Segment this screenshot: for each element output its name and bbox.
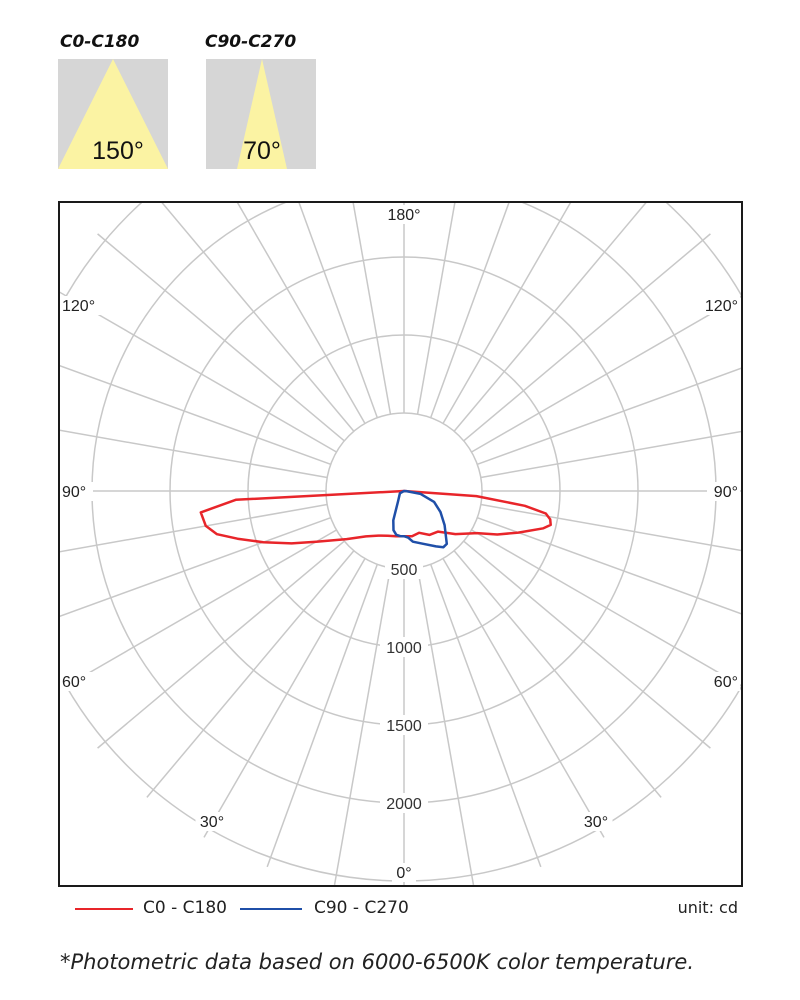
beam-cone-c90 [237, 59, 287, 169]
plot-frame [58, 201, 743, 887]
grid-spoke [160, 202, 355, 432]
radial-tick-label: 1500 [386, 718, 422, 735]
angle-label-bg [60, 672, 93, 691]
series-line-c90-c270 [392, 489, 449, 549]
grid-spoke [442, 202, 572, 424]
angle-label: 90° [62, 484, 86, 501]
grid-spoke [416, 567, 475, 886]
angle-label-bg [383, 205, 425, 224]
angle-label-bg [707, 672, 740, 691]
grid-spoke [429, 564, 542, 868]
legend-line-c0 [75, 908, 133, 910]
angle-label: 120° [62, 298, 95, 315]
grid-spoke [442, 558, 605, 838]
beam-angle-c0: 150° [92, 137, 144, 165]
grid-spoke [59, 290, 337, 453]
grid-spoke [59, 364, 331, 466]
angle-label: 60° [62, 674, 86, 691]
grid-spoke [59, 529, 337, 692]
series-layer [199, 489, 552, 549]
grid-spoke [266, 564, 379, 868]
grid-spoke [429, 202, 510, 418]
grid-spoke [59, 503, 328, 553]
radial-tick-label: 1000 [386, 640, 422, 657]
beam-cone-c0 [58, 59, 168, 169]
radial-tick-label: 500 [391, 562, 418, 579]
unit-label: unit: cd [677, 898, 738, 917]
radial-tick-label: 2000 [386, 796, 422, 813]
angle-label-bg [392, 863, 416, 882]
grid-spoke [97, 540, 345, 749]
angle-label: 60° [714, 674, 738, 691]
angle-label-bg [579, 812, 613, 831]
angle-label: 30° [200, 814, 224, 831]
beam-diagram-c90: 70° [206, 59, 316, 169]
grid-spoke [463, 233, 711, 442]
angle-label: 0° [396, 865, 411, 882]
grid-spoke [352, 202, 392, 415]
beam-title-c90: C90-C270 [205, 32, 297, 52]
angle-label-bg [60, 296, 102, 315]
angle-label: 120° [705, 298, 738, 315]
beam-angle-c90: 70° [243, 137, 281, 165]
grid-spoke [453, 202, 648, 432]
footnote: *Photometric data based on 6000-6500K co… [60, 950, 695, 974]
angle-label-bg [698, 296, 740, 315]
angle-label-bg [195, 812, 229, 831]
grid-spoke [333, 567, 392, 886]
angle-label: 180° [387, 207, 420, 224]
legend-label-c0: C0 - C180 [143, 898, 227, 918]
legend-label-c90: C90 - C270 [314, 898, 409, 918]
angle-label-bg [707, 482, 740, 501]
angle-label: 90° [714, 484, 738, 501]
grid-spoke [480, 430, 742, 479]
grid-spoke [236, 202, 366, 424]
grid-spoke [298, 202, 379, 418]
tick-bg [380, 793, 428, 813]
tick-bg [380, 637, 428, 657]
grid-spoke [146, 550, 355, 798]
grid-spoke [59, 516, 331, 618]
legend-line-c90 [240, 908, 302, 910]
grid-spoke [471, 294, 742, 453]
grid-spoke [59, 429, 328, 479]
angle-label-bg [60, 482, 93, 501]
grid-spoke [477, 516, 742, 615]
grid-spoke [203, 558, 366, 838]
grid-spoke [471, 529, 742, 688]
angle-label: 30° [584, 814, 608, 831]
grid-spoke [480, 503, 742, 552]
beam-title-c0: C0-C180 [60, 32, 140, 52]
grid-spoke [453, 550, 662, 798]
grid-spoke [477, 367, 742, 466]
axis-labels: 500 1000 1500 2000 180° 120° 120° 90° 90° 60° 60° 3… [60, 205, 740, 882]
grid-spoke [416, 202, 456, 415]
tick-bg [385, 559, 423, 579]
grid-spoke [97, 233, 345, 442]
tick-bg [380, 715, 428, 735]
beam-diagram-c0: 150° [58, 59, 168, 169]
grid-spoke [463, 540, 711, 749]
